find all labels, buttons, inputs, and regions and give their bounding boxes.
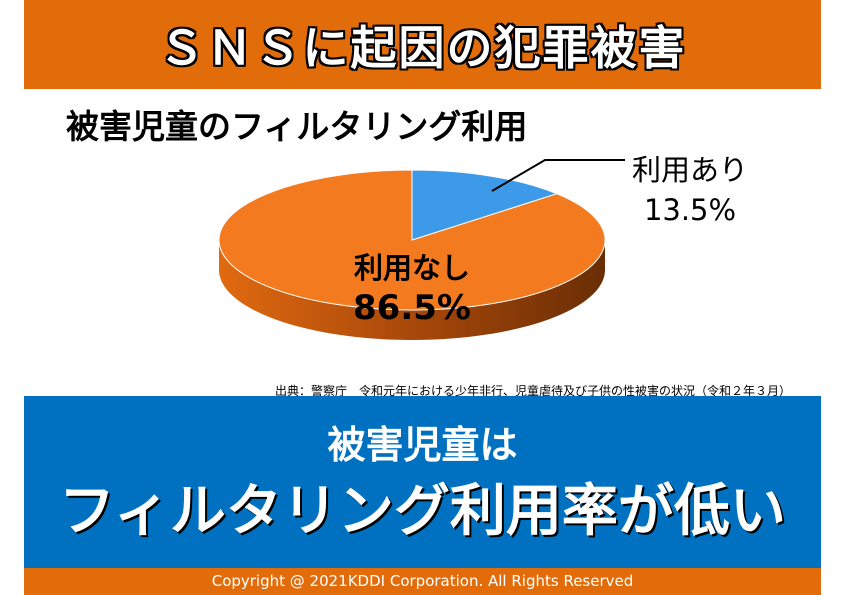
label-none: 利用なし 86.5%: [312, 250, 512, 330]
leader-line: [491, 159, 625, 192]
message-line-1: 被害児童は: [327, 423, 518, 467]
pie-slice-none: [218, 169, 606, 311]
message-box: 被害児童は フィルタリング利用率が低い: [24, 396, 821, 568]
copyright-footer: Copyright @ 2021KDDI Corporation. All Ri…: [24, 568, 821, 595]
slice-label: 利用なし: [353, 251, 470, 285]
source-note: 出典：警察庁 令和元年における少年非行、児童虐待及び子供の性被害の状況（令和２年…: [275, 384, 792, 398]
slice-label: 利用あり: [632, 153, 749, 187]
pie-slice-use: [411, 169, 559, 241]
chart-title: 被害児童のフィルタリング利用: [66, 107, 528, 146]
label-use: 利用あり 13.5%: [632, 150, 748, 230]
pie-side: [219, 240, 605, 340]
title-banner: ＳＮＳに起因の犯罪被害: [24, 0, 821, 89]
slice-value: 86.5%: [353, 288, 471, 328]
slide-title: ＳＮＳに起因の犯罪被害: [158, 20, 687, 75]
message-line-2: フィルタリング利用率が低い: [59, 479, 786, 544]
slice-value: 13.5%: [643, 193, 737, 227]
